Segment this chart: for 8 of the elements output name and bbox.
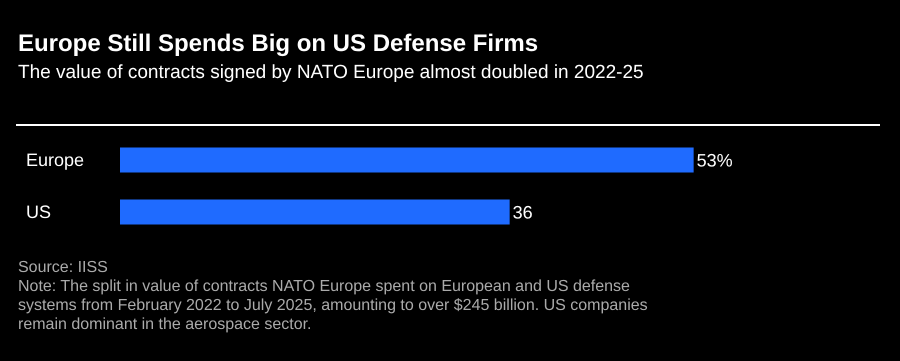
data-label: 53%	[696, 150, 733, 170]
source-note: Source: IISS	[18, 258, 109, 277]
chart-subtitle: The value of contracts signed by NATO Europe almost doubled in 2022-25	[18, 62, 644, 84]
chart-title: Europe Still Spends Big on US Defense Firms	[18, 30, 538, 58]
y-tick-label: US	[26, 202, 52, 222]
text: Note: The split in value of contracts NATO Europe spent on European and US defense systems from February 2022 to July 2025, amounting to over $245 billion. US companies remain dominant in the aerospace sector.	[18, 277, 649, 334]
y-tick-label: Europe	[26, 150, 84, 170]
data-label: 36	[512, 202, 533, 222]
